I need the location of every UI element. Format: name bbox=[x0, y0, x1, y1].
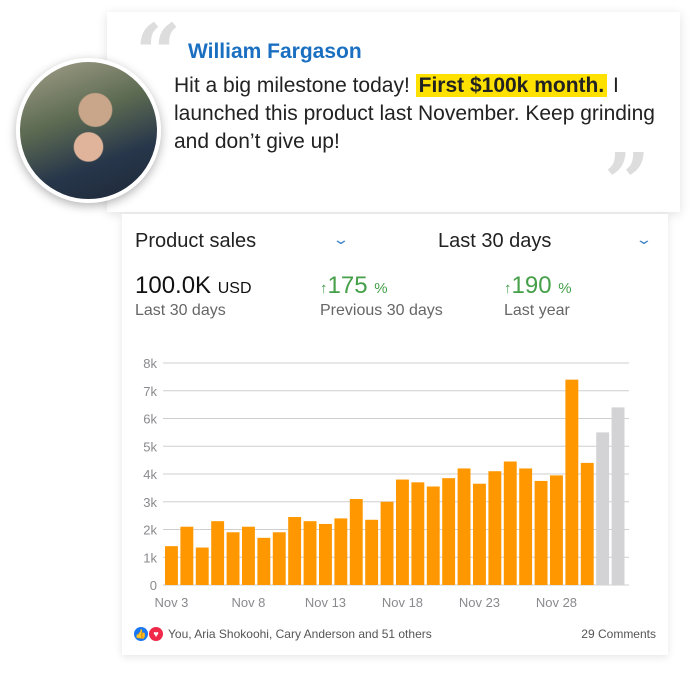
bar bbox=[195, 547, 209, 585]
total-sales: 100.0K USD bbox=[135, 272, 252, 299]
bar bbox=[611, 407, 625, 585]
arrow-up-icon: ↑ bbox=[320, 280, 328, 297]
like-icon: 👍 bbox=[134, 627, 148, 641]
x-tick-label: Nov 13 bbox=[305, 595, 346, 610]
bar bbox=[257, 537, 271, 585]
bar bbox=[534, 480, 548, 585]
x-tick-label: Nov 8 bbox=[231, 595, 265, 610]
chevron-down-icon[interactable]: ⌄ bbox=[332, 231, 350, 247]
chevron-down-icon[interactable]: ⌄ bbox=[635, 231, 653, 247]
stat-label: Last year bbox=[504, 302, 570, 319]
close-quote-icon: ” bbox=[603, 135, 650, 229]
bar bbox=[242, 526, 255, 585]
bar bbox=[565, 379, 579, 585]
message-text-rest: I launched this product last November. K… bbox=[174, 74, 655, 153]
bar bbox=[226, 532, 240, 585]
avatar bbox=[16, 58, 161, 203]
reactions-text: You, Aria Shokoohi, Cary Anderson and 51… bbox=[168, 627, 432, 641]
bar bbox=[442, 478, 456, 585]
post-message: Hit a big milestone today! First $100k m… bbox=[174, 72, 664, 156]
y-tick-label: 3k bbox=[143, 495, 157, 510]
bar bbox=[365, 519, 379, 585]
y-tick-label: 1k bbox=[143, 550, 157, 565]
love-icon: ♥ bbox=[149, 627, 163, 641]
bar bbox=[396, 479, 409, 585]
bar bbox=[488, 471, 502, 585]
bar bbox=[288, 517, 302, 585]
y-tick-label: 7k bbox=[143, 384, 157, 399]
testimonial-card: “ William Fargason Hit a big milestone t… bbox=[107, 6, 680, 222]
y-tick-label: 6k bbox=[143, 412, 157, 427]
sales-bar-chart: 0 1k 2k 3k 4k 5k 6k 7k 8k Nov 3 Nov 8 Nov 13 Nov 18 N… bbox=[143, 356, 629, 610]
stat-label: Previous 30 days bbox=[320, 302, 443, 319]
bar bbox=[411, 482, 425, 585]
bar bbox=[165, 546, 178, 585]
author-name: William Fargason bbox=[188, 40, 362, 63]
highlight-text: First $100k month. bbox=[415, 74, 608, 97]
bar bbox=[334, 518, 348, 585]
bar bbox=[349, 498, 363, 585]
growth-year: ↑190 % bbox=[504, 272, 572, 299]
stat-label: Last 30 days bbox=[135, 302, 226, 319]
bar bbox=[426, 486, 440, 585]
bar bbox=[211, 521, 225, 585]
bar bbox=[180, 526, 194, 585]
metric-select[interactable]: Product sales bbox=[135, 230, 257, 252]
x-tick-label: Nov 28 bbox=[536, 595, 577, 610]
bar bbox=[457, 468, 471, 585]
bar bbox=[519, 468, 533, 585]
x-tick-label: Nov 23 bbox=[459, 595, 500, 610]
bar bbox=[319, 523, 332, 585]
bar bbox=[580, 462, 594, 585]
bar bbox=[473, 483, 486, 585]
reactions[interactable]: 👍 ♥ You, Aria Shokoohi, Cary Anderson and… bbox=[134, 627, 432, 641]
sales-card: Product sales ⌄ Last 30 days ⌄ 100.0K US… bbox=[122, 214, 668, 655]
x-tick-label: Nov 18 bbox=[382, 595, 423, 610]
y-tick-label: 2k bbox=[143, 523, 157, 538]
y-tick-label: 0 bbox=[150, 578, 157, 593]
y-tick-label: 8k bbox=[143, 356, 157, 371]
bar bbox=[272, 532, 286, 585]
bar bbox=[303, 521, 317, 585]
bar bbox=[380, 501, 394, 585]
x-tick-label: Nov 3 bbox=[154, 595, 188, 610]
y-tick-label: 5k bbox=[143, 439, 157, 454]
y-tick-label: 4k bbox=[143, 467, 157, 482]
comments-link[interactable]: 29 Comments bbox=[581, 627, 656, 641]
message-text: Hit a big milestone today! bbox=[174, 74, 416, 97]
growth-prev: ↑175 % bbox=[320, 272, 388, 299]
bar bbox=[596, 432, 610, 585]
arrow-up-icon: ↑ bbox=[504, 280, 512, 297]
range-select[interactable]: Last 30 days bbox=[438, 230, 552, 252]
bar bbox=[550, 475, 563, 585]
bar bbox=[503, 461, 517, 585]
